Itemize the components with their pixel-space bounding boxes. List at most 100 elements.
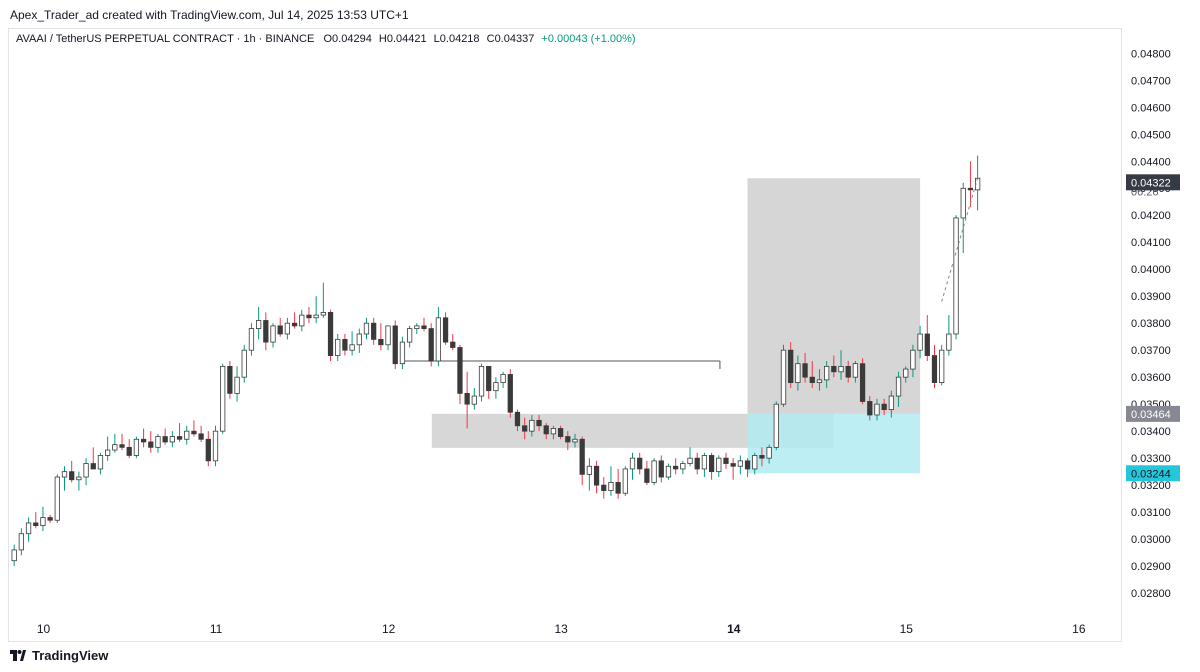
candle-body xyxy=(378,338,384,346)
candle-body xyxy=(450,341,456,348)
candle-body xyxy=(737,460,743,467)
y-tick-label: 0.04000 xyxy=(1131,264,1171,276)
tradingview-footer: TradingView xyxy=(10,648,108,663)
open-value: 0.04294 xyxy=(332,33,372,45)
candle-body xyxy=(457,347,463,394)
y-tick-label: 0.04100 xyxy=(1131,237,1171,249)
close-label: C xyxy=(486,33,495,45)
candle-body xyxy=(752,455,758,470)
candle-body xyxy=(442,317,449,343)
candle-body xyxy=(673,465,679,470)
tradingview-logo-icon xyxy=(10,649,26,662)
candle-body xyxy=(651,460,657,483)
candle-body xyxy=(399,341,406,365)
y-tick-label: 0.04400 xyxy=(1131,156,1171,168)
candle-body xyxy=(119,444,125,448)
candle-body xyxy=(277,325,283,335)
candle-body xyxy=(824,365,830,381)
candle-body xyxy=(169,436,175,443)
candle-body xyxy=(184,430,190,440)
candle-body xyxy=(946,333,952,351)
chart-pane[interactable] xyxy=(8,28,1122,642)
candle-body xyxy=(852,363,859,378)
candle-body xyxy=(874,403,880,416)
x-tick-label: 15 xyxy=(900,622,914,636)
candle-body xyxy=(960,187,966,219)
high-value: 0.04421 xyxy=(386,33,427,45)
y-tick-label: 0.04800 xyxy=(1131,48,1171,60)
candle-body xyxy=(802,363,808,378)
candle-body xyxy=(414,325,420,329)
candle-body xyxy=(363,322,370,335)
x-tick-label: 13 xyxy=(555,622,569,636)
candle-body xyxy=(234,376,240,394)
candle-body xyxy=(385,325,391,346)
y-tick-label: 0.03400 xyxy=(1131,426,1171,438)
entry-price-badge-bg xyxy=(1126,405,1180,422)
y-tick-label: 0.04700 xyxy=(1131,75,1171,87)
x-tick-label: 12 xyxy=(382,622,396,636)
candle-body xyxy=(327,312,334,356)
candle-body xyxy=(888,395,894,410)
candle-body xyxy=(54,476,60,521)
y-tick-label: 0.03900 xyxy=(1131,291,1171,303)
candle-body xyxy=(191,430,197,435)
candle-body xyxy=(557,428,564,437)
candle-body xyxy=(708,455,715,473)
candle-body xyxy=(522,425,528,432)
x-tick-label: 14 xyxy=(727,622,741,636)
candle-body xyxy=(421,325,427,329)
y-tick-label: 0.02800 xyxy=(1131,588,1171,600)
candle-body xyxy=(615,482,621,494)
candle-body xyxy=(61,471,68,478)
candle-body xyxy=(838,365,844,373)
candle-body xyxy=(392,325,398,365)
y-tick-label: 0.03300 xyxy=(1131,453,1171,465)
candle-body xyxy=(97,455,104,470)
candle-body xyxy=(435,317,442,362)
candle-body xyxy=(903,368,909,378)
candle-body xyxy=(572,438,578,443)
candle-body xyxy=(500,374,506,383)
candle-body xyxy=(931,355,938,383)
candle-body xyxy=(198,433,204,440)
candle-body xyxy=(629,457,636,470)
y-tick-label: 0.03000 xyxy=(1131,534,1171,546)
candle-body xyxy=(953,217,959,335)
candle-body xyxy=(205,438,211,462)
candle-body xyxy=(76,476,82,481)
candle-body xyxy=(176,436,183,440)
candle-body xyxy=(471,395,477,405)
candle-body xyxy=(493,382,499,392)
candle-body xyxy=(69,471,75,481)
y-tick-label: 0.03100 xyxy=(1131,507,1171,519)
candle-body xyxy=(845,365,851,378)
candle-body xyxy=(593,465,600,486)
candle-body xyxy=(867,401,873,416)
candle-body xyxy=(126,446,132,456)
candle-body xyxy=(550,428,557,435)
x-tick-label: 11 xyxy=(210,622,223,636)
candle-body xyxy=(665,465,672,478)
y-tick-label: 0.04200 xyxy=(1131,210,1171,222)
candle-body xyxy=(716,457,722,473)
candle-body xyxy=(11,549,17,562)
candle-body xyxy=(788,349,794,383)
y-tick-label: 0.04500 xyxy=(1131,129,1171,141)
stop-price-badge: 0.03244 xyxy=(1131,468,1171,480)
candle-body xyxy=(40,517,46,527)
high-label: H xyxy=(378,33,387,45)
candle-body xyxy=(428,328,434,362)
entry-price-badge: 0.03464 xyxy=(1131,409,1171,421)
candle-body xyxy=(356,333,362,346)
open-label: O xyxy=(323,33,333,45)
candle-body xyxy=(543,425,549,435)
close-value: 0.04337 xyxy=(494,33,535,45)
current-price-badge-bg xyxy=(1126,174,1180,191)
candle-body xyxy=(766,446,772,459)
candle-body xyxy=(220,365,226,432)
symbol-title[interactable]: AVAAI / TetherUS PERPETUAL CONTRACT · 1h… xyxy=(16,33,315,45)
candle-body xyxy=(478,365,485,397)
candle-body xyxy=(795,363,801,383)
